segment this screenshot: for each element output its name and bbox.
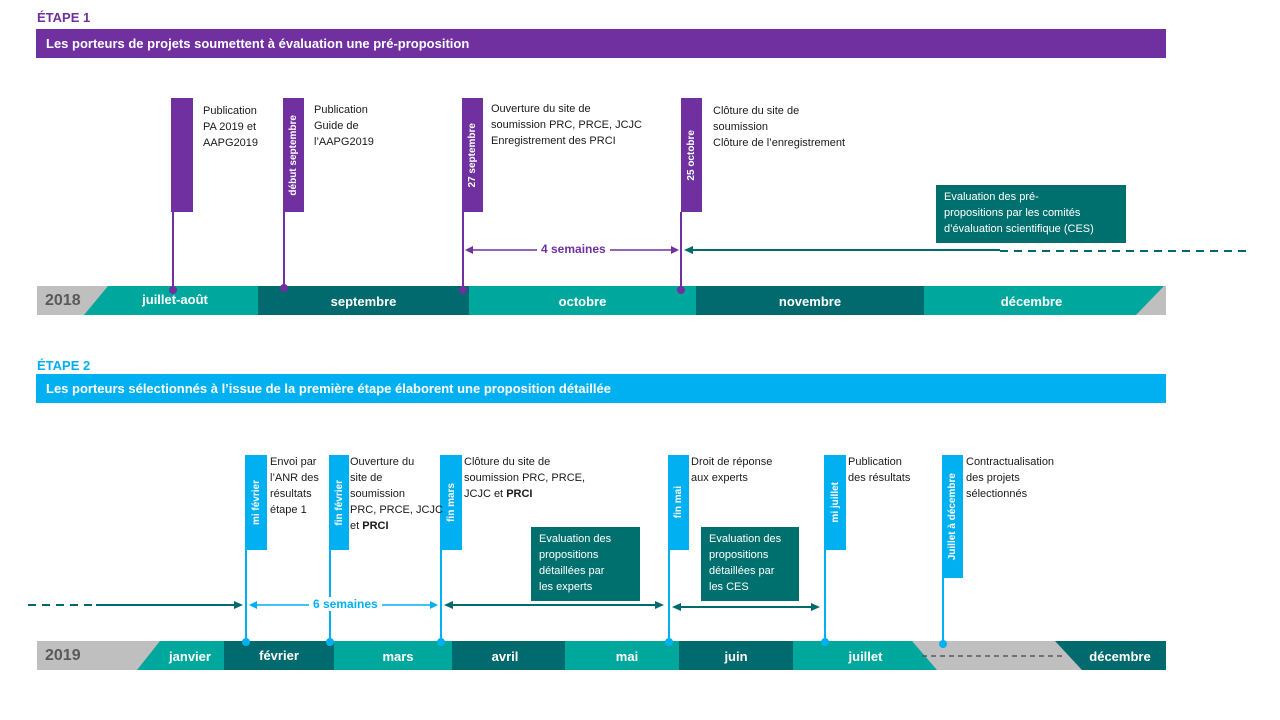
note-cloture: Clôture du site de soumission Clôture de l… — [713, 105, 846, 149]
eval-pre-propositions-box: Evaluation des pré-propositions par les … — [936, 185, 1126, 243]
note-publication-pa: Publication PA 2019 et AAPG2019 — [203, 105, 259, 149]
month-septembre: septembre — [330, 294, 397, 309]
flag-fin-mai: fin mai — [668, 455, 689, 550]
note-cloture-2: Clôture du site de soumission PRC, PRCE, … — [464, 456, 586, 500]
stage2-month-bg — [679, 641, 793, 670]
duration-6-semaines: 6 semaines — [309, 597, 382, 611]
stage1-banner: Les porteurs de projets soumettent à éva… — [36, 29, 1166, 58]
flag-dot — [280, 284, 288, 292]
month-avril: avril — [491, 649, 519, 664]
stage2-month-bg — [137, 641, 224, 670]
month-decembre: décembre — [1000, 294, 1063, 309]
month-mars: mars — [382, 649, 414, 664]
flag-dot — [677, 286, 685, 294]
note-droit-reponse: Droit de réponse aux experts — [691, 456, 773, 484]
month-mai: mai — [615, 649, 639, 664]
note-ouverture: Ouverture du site de soumission PRC, PRCE… — [491, 103, 642, 147]
note-envoi-resultats: Envoi par l’ANR des résultats étape 1 — [270, 456, 319, 516]
note-ouverture-2: Ouverture du site de soumission PRC, PRCE, … — [350, 456, 443, 532]
month-fevrier: février — [259, 648, 299, 663]
flag-dot — [169, 286, 177, 294]
eval-ces-box: Evaluation des propositions détaillées par… — [701, 527, 799, 601]
stage2-month-bg — [1055, 641, 1166, 670]
stage1-month-bg — [258, 286, 469, 315]
flag-fin-fevrier: fin février — [329, 455, 349, 550]
stage2-label: ÉTAPE 2 — [37, 358, 91, 373]
stage2-month-bg — [334, 641, 452, 670]
stage2-month-bg — [452, 641, 565, 670]
month-decembre-2019: décembre — [1089, 649, 1151, 664]
duration-4-semaines: 4 semaines — [537, 242, 610, 256]
month-juillet: juillet — [848, 649, 883, 664]
flag-juillet-decembre: Juillet à décembre — [942, 455, 963, 578]
stage1-month-bg — [924, 286, 1164, 315]
flag-27-septembre: 27 septembre — [462, 98, 483, 212]
note-contractualisation: Contractualisation des projets sélectionné… — [966, 456, 1055, 500]
stage2-banner: Les porteurs sélectionnés à l’issue de l… — [36, 374, 1166, 403]
flag-debut-septembre: début septembre — [283, 98, 304, 212]
flag-fin-mars: fin mars — [440, 455, 462, 550]
month-janvier: janvier — [169, 649, 211, 664]
month-novembre: novembre — [778, 294, 842, 309]
note-publication-guide: Publication Guide de l’AAPG2019 — [314, 104, 374, 148]
note-publication-resultats: Publication des résultats — [848, 456, 911, 484]
flag-25-octobre: 25 octobre — [681, 98, 702, 212]
stage1-label: ÉTAPE 1 — [37, 10, 91, 25]
flag-mi-fevrier: mi février — [245, 455, 267, 550]
stage2-month-bg — [793, 641, 937, 670]
month-juillet-aout: juillet-août — [142, 292, 208, 307]
stage1-month-bg — [469, 286, 696, 315]
stage2-month-bg — [224, 641, 334, 670]
stage1-year: 2018 — [45, 292, 81, 309]
month-juin: juin — [724, 649, 748, 664]
stage1-month-bg — [84, 286, 258, 315]
eval-experts-box: Evaluation des propositions détaillées par… — [531, 527, 640, 601]
flag-publication-pa — [171, 98, 193, 212]
month-octobre: octobre — [558, 294, 607, 309]
stage2-month-bg — [565, 641, 679, 670]
stage1-month-bg — [696, 286, 924, 315]
flag-mi-juillet: mi juillet — [824, 455, 846, 550]
stage2-year: 2019 — [45, 647, 81, 664]
flag-dot — [459, 286, 467, 294]
